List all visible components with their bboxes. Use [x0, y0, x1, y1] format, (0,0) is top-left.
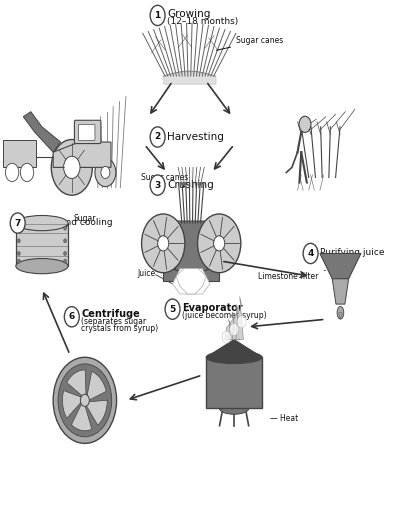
FancyBboxPatch shape — [163, 269, 219, 281]
Circle shape — [95, 158, 116, 186]
Circle shape — [64, 226, 67, 230]
Polygon shape — [67, 370, 86, 396]
Circle shape — [17, 239, 20, 243]
Text: 7: 7 — [15, 219, 21, 227]
Circle shape — [198, 214, 241, 273]
Circle shape — [299, 116, 311, 133]
Text: crystals from syrup): crystals from syrup) — [81, 324, 158, 333]
Circle shape — [158, 236, 169, 251]
Polygon shape — [236, 296, 243, 339]
Text: Growing: Growing — [167, 9, 210, 19]
Circle shape — [142, 214, 185, 273]
Text: (juice becomes syrup): (juice becomes syrup) — [182, 311, 266, 321]
Polygon shape — [232, 304, 240, 339]
Polygon shape — [225, 319, 232, 339]
Circle shape — [80, 394, 89, 407]
FancyBboxPatch shape — [74, 120, 101, 143]
Polygon shape — [339, 313, 342, 319]
Circle shape — [64, 251, 67, 255]
Polygon shape — [229, 312, 236, 339]
Circle shape — [10, 213, 25, 233]
Ellipse shape — [219, 401, 249, 414]
Circle shape — [150, 127, 165, 147]
Circle shape — [101, 166, 110, 179]
Text: Purifying juice: Purifying juice — [320, 248, 384, 257]
Text: Drying and cooling: Drying and cooling — [27, 218, 113, 227]
FancyBboxPatch shape — [3, 139, 37, 167]
Circle shape — [165, 299, 180, 319]
Circle shape — [150, 175, 165, 195]
Polygon shape — [220, 393, 226, 408]
Circle shape — [51, 139, 93, 195]
Circle shape — [17, 226, 20, 230]
Text: Crushing: Crushing — [167, 180, 214, 190]
Circle shape — [229, 324, 239, 335]
Text: — Heat: — Heat — [270, 414, 298, 422]
Polygon shape — [206, 339, 262, 357]
Polygon shape — [53, 142, 111, 167]
Text: 5: 5 — [170, 305, 175, 314]
Text: 2: 2 — [154, 133, 161, 141]
Circle shape — [20, 163, 34, 182]
Polygon shape — [71, 403, 92, 431]
Text: Juice: Juice — [137, 269, 155, 278]
Text: Harvesting: Harvesting — [167, 132, 224, 142]
Circle shape — [222, 331, 231, 343]
Polygon shape — [225, 387, 231, 408]
Circle shape — [58, 364, 112, 437]
Circle shape — [150, 5, 165, 26]
Circle shape — [64, 259, 67, 263]
Text: Sugar canes: Sugar canes — [216, 36, 283, 50]
Circle shape — [303, 243, 318, 264]
FancyBboxPatch shape — [175, 221, 207, 271]
Circle shape — [214, 236, 225, 251]
Polygon shape — [231, 390, 237, 408]
Circle shape — [17, 259, 20, 263]
Text: Centrifuge: Centrifuge — [81, 309, 140, 319]
Polygon shape — [320, 253, 361, 279]
Text: (separates sugar: (separates sugar — [81, 317, 146, 326]
Text: Sugar canes: Sugar canes — [141, 173, 188, 186]
Text: 4: 4 — [307, 249, 314, 258]
Text: 6: 6 — [69, 312, 75, 321]
Circle shape — [6, 163, 19, 182]
Ellipse shape — [337, 306, 344, 319]
Ellipse shape — [16, 216, 68, 231]
FancyBboxPatch shape — [16, 223, 68, 266]
Circle shape — [17, 251, 20, 255]
Polygon shape — [62, 391, 82, 418]
FancyBboxPatch shape — [206, 357, 262, 408]
Polygon shape — [242, 398, 248, 408]
Text: 1: 1 — [154, 11, 161, 20]
FancyBboxPatch shape — [79, 124, 95, 140]
Circle shape — [64, 239, 67, 243]
Polygon shape — [87, 371, 106, 400]
Circle shape — [64, 156, 80, 179]
Ellipse shape — [206, 351, 262, 364]
Circle shape — [237, 316, 246, 328]
Polygon shape — [86, 400, 107, 425]
Ellipse shape — [16, 259, 68, 274]
Text: (12–18 months): (12–18 months) — [167, 17, 238, 26]
Circle shape — [64, 307, 79, 327]
Polygon shape — [23, 112, 61, 152]
Text: 3: 3 — [154, 181, 161, 189]
Polygon shape — [173, 269, 210, 294]
Text: Sugar: Sugar — [65, 214, 96, 227]
Text: Evaporator: Evaporator — [182, 303, 243, 313]
Circle shape — [53, 357, 117, 443]
Polygon shape — [176, 269, 206, 294]
Text: Limestone filter: Limestone filter — [258, 270, 326, 281]
Polygon shape — [332, 279, 349, 304]
Polygon shape — [237, 397, 243, 408]
